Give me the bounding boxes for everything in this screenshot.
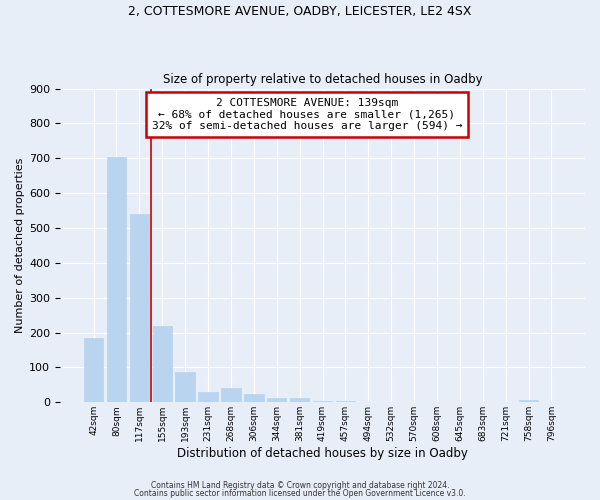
Bar bbox=[519, 400, 538, 402]
Title: Size of property relative to detached houses in Oadby: Size of property relative to detached ho… bbox=[163, 73, 482, 86]
Bar bbox=[313, 400, 332, 402]
Text: 2, COTTESMORE AVENUE, OADBY, LEICESTER, LE2 4SX: 2, COTTESMORE AVENUE, OADBY, LEICESTER, … bbox=[128, 5, 472, 18]
Bar bbox=[175, 372, 195, 402]
X-axis label: Distribution of detached houses by size in Oadby: Distribution of detached houses by size … bbox=[177, 447, 468, 460]
Bar bbox=[152, 326, 172, 402]
Bar bbox=[221, 388, 241, 402]
Y-axis label: Number of detached properties: Number of detached properties bbox=[15, 158, 25, 333]
Text: 2 COTTESMORE AVENUE: 139sqm
← 68% of detached houses are smaller (1,265)
32% of : 2 COTTESMORE AVENUE: 139sqm ← 68% of det… bbox=[152, 98, 462, 131]
Text: Contains HM Land Registry data © Crown copyright and database right 2024.: Contains HM Land Registry data © Crown c… bbox=[151, 481, 449, 490]
Text: Contains public sector information licensed under the Open Government Licence v3: Contains public sector information licen… bbox=[134, 488, 466, 498]
Bar bbox=[84, 338, 103, 402]
Bar bbox=[290, 398, 310, 402]
Bar bbox=[244, 394, 263, 402]
Bar bbox=[335, 401, 355, 402]
Bar bbox=[107, 156, 126, 402]
Bar bbox=[130, 214, 149, 402]
Bar bbox=[267, 398, 286, 402]
Bar bbox=[199, 392, 218, 402]
